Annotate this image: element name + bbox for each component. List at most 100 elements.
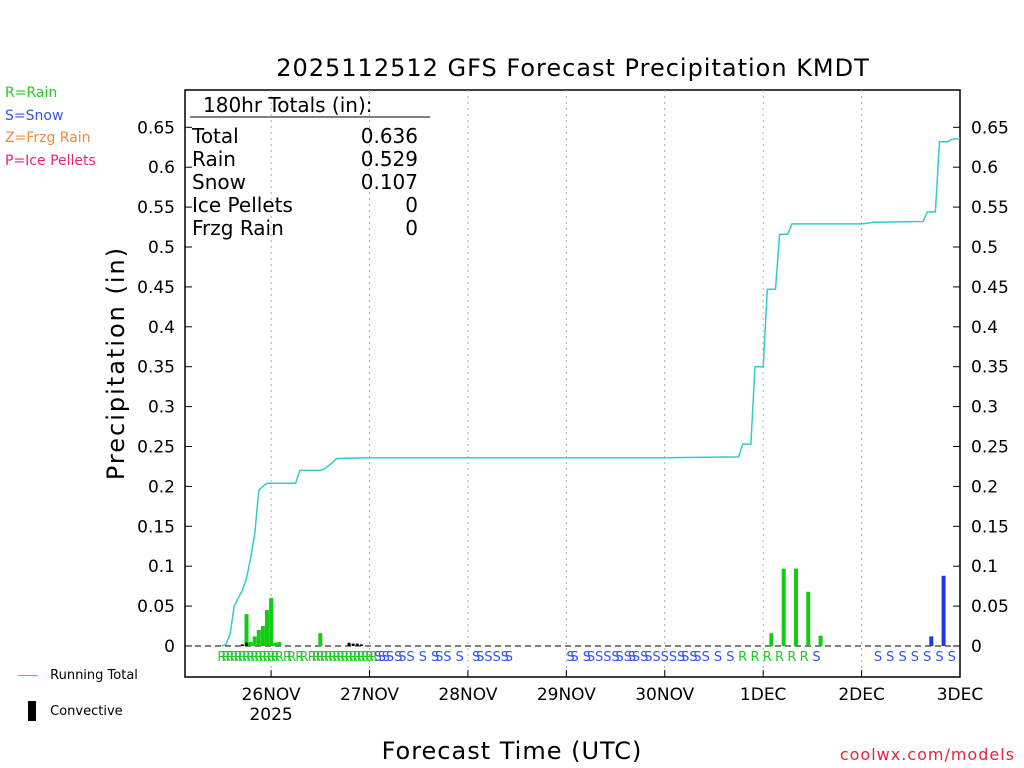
ptype-code: S: [898, 650, 906, 665]
y-tick-label: 0.5: [148, 238, 175, 258]
y-tick-label: 0.6: [971, 158, 998, 178]
ptype-code: R: [332, 650, 341, 665]
ptype-code: R: [226, 650, 235, 665]
ptype-code: S: [570, 650, 578, 665]
ptype-code: R: [316, 650, 325, 665]
x-tick-label: 1DEC: [740, 685, 787, 705]
precip-bars: [244, 568, 946, 646]
ptype-code: S: [644, 650, 652, 665]
ptype-code: S: [616, 650, 624, 665]
y-tick-label: 0.45: [971, 278, 1009, 298]
y-tick-label: 0.4: [971, 318, 998, 338]
totals-value: 0.529: [361, 147, 418, 171]
x-tick-label: 2DEC: [838, 685, 885, 705]
precip-bar: [244, 614, 249, 646]
ptype-code: S: [681, 650, 689, 665]
ptype-code: S: [484, 650, 492, 665]
precip-bar: [248, 642, 253, 646]
ptype-code: S: [911, 650, 919, 665]
ptype-code: S: [689, 650, 697, 665]
y-tick-label: 0.1: [971, 557, 998, 577]
ptype-code: R: [328, 650, 337, 665]
ptype-code: R: [787, 650, 796, 665]
ptype-legend: R=Rain S=Snow Z=Frzg Rain P=Ice Pellets: [5, 82, 96, 172]
ptype-code: S: [394, 650, 402, 665]
ptype-code: S: [640, 650, 648, 665]
ptype-code: S: [874, 650, 882, 665]
legend-ice-pellets: P=Ice Pellets: [5, 152, 96, 169]
ptype-code: R: [800, 650, 809, 665]
ptype-code: S: [669, 650, 677, 665]
ptype-code: R: [361, 650, 370, 665]
legend-convective-label: Convective: [50, 703, 123, 719]
ptype-code: R: [340, 650, 349, 665]
x-tick-label: 30NOV: [635, 685, 694, 705]
ptype-code: R: [738, 650, 747, 665]
precip-bar: [806, 591, 811, 646]
y-tick-label: 0.2: [148, 477, 175, 497]
ptype-code: R: [267, 650, 276, 665]
vertical-gridlines: [270, 90, 863, 677]
y-tick-label: 0.6: [148, 158, 175, 178]
ptype-code: R: [271, 650, 280, 665]
ptype-code: S: [714, 650, 722, 665]
legend-convective: Convective: [18, 701, 123, 721]
y-tick-label: 0.3: [971, 398, 998, 418]
ptype-code: R: [283, 650, 292, 665]
y-tick-label: 0.3: [148, 398, 175, 418]
y-tick-label: 0.1: [148, 557, 175, 577]
ptype-code: R: [238, 650, 247, 665]
precip-bar: [252, 636, 257, 646]
ptype-code: R: [234, 650, 243, 665]
y-tick-label: 0: [164, 637, 175, 657]
ptype-code: S: [493, 650, 501, 665]
ptype-code: S: [476, 650, 484, 665]
ptype-code: S: [632, 650, 640, 665]
x-axis-label: Forecast Time (UTC): [382, 737, 643, 765]
legend-frzg-rain: Z=Frzg Rain: [5, 130, 91, 146]
precip-bar: [318, 633, 323, 646]
y-tick-label: 0.45: [137, 278, 175, 298]
ptype-code: R: [357, 650, 366, 665]
y-tick-label: 0.25: [971, 438, 1009, 458]
ptype-code: S: [443, 650, 451, 665]
ptype-code: R: [365, 650, 374, 665]
ptype-code: S: [587, 650, 595, 665]
ptype-code: S: [505, 650, 513, 665]
legend-running-total-label: Running Total: [50, 668, 138, 683]
plot-frame: [184, 89, 961, 678]
y-tick-label: 0.65: [971, 118, 1009, 138]
legend-rain: R=Rain: [5, 85, 58, 101]
convective-bar: [245, 642, 249, 646]
totals-value: 0.636: [361, 124, 418, 148]
ptype-code: R: [763, 650, 772, 665]
ptype-code: R: [324, 650, 333, 665]
y-tick-label: 0.5: [971, 238, 998, 258]
ptype-code: R: [254, 650, 263, 665]
running-total-swatch: [18, 675, 38, 676]
convective-bar: [347, 642, 351, 646]
legend-snow: S=Snow: [5, 107, 64, 124]
legend-running-total: Running Total: [18, 668, 138, 683]
y-axis-label: Precipitation (in): [102, 246, 130, 480]
totals-label: Rain: [192, 147, 236, 171]
ptype-code: S: [431, 650, 439, 665]
precip-bar: [273, 642, 278, 646]
totals-label: Ice Pellets: [192, 193, 293, 217]
totals-header: 180hr Totals (in):: [203, 93, 373, 117]
y-tick-label: 0.65: [137, 118, 175, 138]
ptype-code: R: [217, 650, 226, 665]
totals-value: 0: [405, 216, 418, 240]
site-credit: coolwx.com/models: [839, 745, 1015, 764]
ptype-code: S: [472, 650, 480, 665]
y-tick-label: 0.35: [971, 358, 1009, 378]
convective-swatch: [28, 701, 36, 721]
ptype-code: R: [369, 650, 378, 665]
totals-label: Snow: [192, 170, 246, 194]
precip-bar: [929, 636, 934, 646]
convective-bars: [240, 642, 363, 646]
y-tick-label: 0.2: [971, 477, 998, 497]
ptype-code: R: [221, 650, 230, 665]
